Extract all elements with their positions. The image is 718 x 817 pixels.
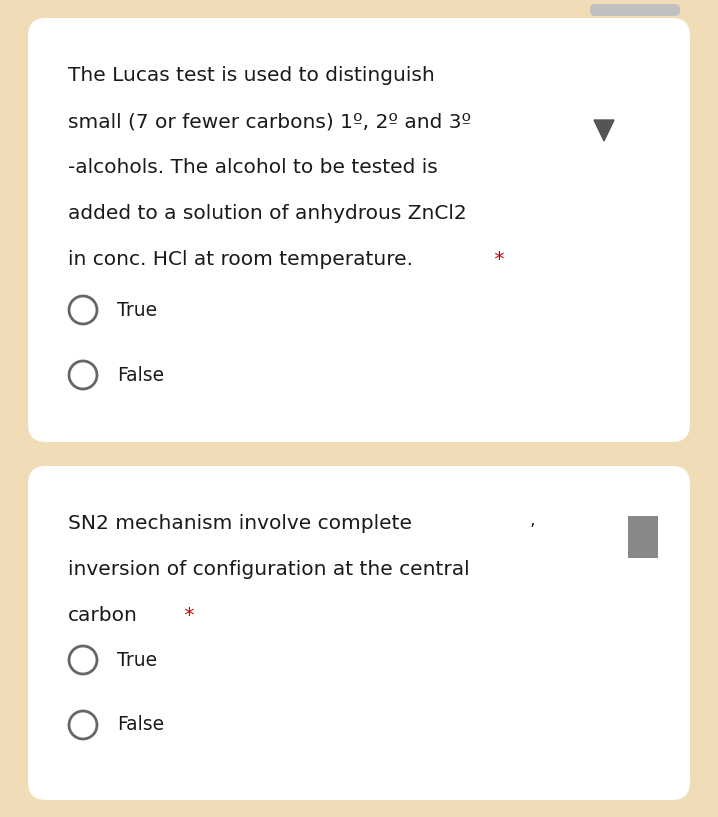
FancyBboxPatch shape <box>28 466 690 800</box>
Text: True: True <box>117 650 157 669</box>
Text: The Lucas test is used to distinguish: The Lucas test is used to distinguish <box>68 66 435 85</box>
FancyBboxPatch shape <box>628 516 658 558</box>
Polygon shape <box>594 120 614 141</box>
Text: added to a solution of anhydrous ZnCl2: added to a solution of anhydrous ZnCl2 <box>68 204 467 223</box>
Circle shape <box>69 296 97 324</box>
Text: in conc. HCl at room temperature.: in conc. HCl at room temperature. <box>68 250 413 269</box>
Text: small (7 or fewer carbons) 1º, 2º and 3º: small (7 or fewer carbons) 1º, 2º and 3º <box>68 112 471 131</box>
FancyBboxPatch shape <box>28 18 690 442</box>
FancyBboxPatch shape <box>590 4 680 16</box>
Text: carbon: carbon <box>68 606 138 625</box>
Text: False: False <box>117 716 164 734</box>
Circle shape <box>69 711 97 739</box>
Text: inversion of configuration at the central: inversion of configuration at the centra… <box>68 560 470 579</box>
Text: SN2 mechanism involve complete: SN2 mechanism involve complete <box>68 514 412 533</box>
Text: *: * <box>488 250 505 269</box>
Text: *: * <box>178 606 195 625</box>
Text: -alcohols. The alcohol to be tested is: -alcohols. The alcohol to be tested is <box>68 158 438 177</box>
Circle shape <box>69 646 97 674</box>
Text: True: True <box>117 301 157 319</box>
Text: ʼ: ʼ <box>530 522 536 540</box>
Circle shape <box>69 361 97 389</box>
Text: False: False <box>117 365 164 385</box>
